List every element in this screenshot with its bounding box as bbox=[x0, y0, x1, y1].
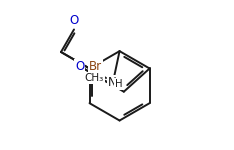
Text: N: N bbox=[108, 76, 117, 89]
Text: H: H bbox=[115, 79, 123, 89]
Text: Br: Br bbox=[88, 60, 102, 73]
Text: CH₃: CH₃ bbox=[85, 73, 104, 83]
Text: O: O bbox=[75, 60, 84, 73]
Text: O: O bbox=[69, 14, 79, 27]
